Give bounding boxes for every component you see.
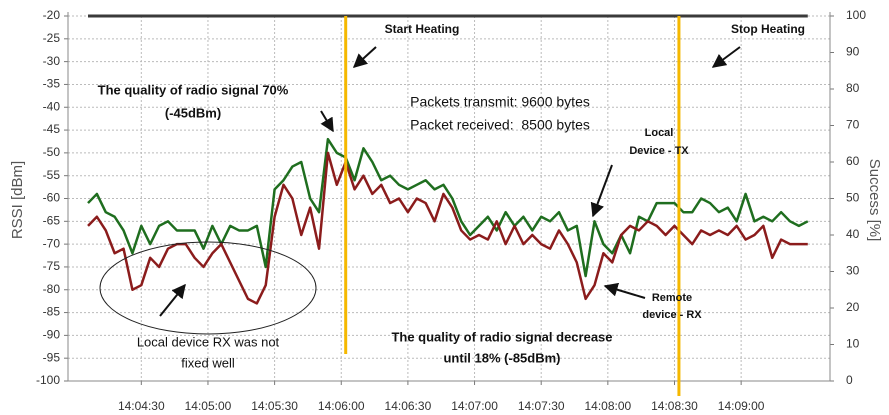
arrow	[159, 283, 186, 317]
annotation: Local	[645, 127, 674, 139]
y-tick-label: -70	[43, 236, 61, 250]
x-tick-label: 14:07:00	[451, 399, 498, 413]
y-tick-label: -50	[43, 145, 61, 159]
series-line	[87, 137, 809, 278]
annotation: Start Heating	[385, 22, 460, 36]
annotation: until 18% (-85dBm)	[443, 350, 560, 365]
y-tick-label: -80	[43, 282, 61, 296]
y2-axis-label: Success [%]	[866, 159, 883, 242]
y-tick-label: -20	[43, 8, 61, 22]
x-tick-label: 14:05:00	[185, 399, 232, 413]
y2-tick-label: 60	[846, 154, 860, 168]
series-line	[87, 151, 808, 305]
y-tick-label: -100	[36, 373, 60, 387]
x-tick-label: 14:08:30	[651, 399, 698, 413]
y2-tick-label: 50	[846, 191, 860, 205]
y-tick-label: -45	[43, 122, 61, 136]
x-tick-label: 14:04:30	[118, 399, 165, 413]
arrow	[603, 282, 646, 299]
annotation: The quality of radio signal 70%	[98, 82, 289, 97]
highlight-ellipse	[99, 241, 317, 335]
annotation: fixed well	[181, 355, 235, 370]
y2-tick-label: 100	[846, 8, 866, 22]
y-tick-label: -30	[43, 54, 61, 68]
annotation: device - RX	[642, 309, 702, 321]
annotation: Packet received: 8500 bytes	[410, 117, 590, 133]
x-tick-label: 14:06:00	[318, 399, 365, 413]
x-tick-label: 14:09:00	[718, 399, 765, 413]
y-tick-label: -35	[43, 77, 61, 91]
y-tick-label: -85	[43, 305, 61, 319]
y-tick-label: -65	[43, 213, 61, 227]
y2-tick-label: 0	[846, 373, 853, 387]
plot-area: -20 -25 -30 -35 -40 -45 -50 -55 -60 -65 -70 -75 -80 -…	[36, 8, 866, 413]
arrow	[320, 110, 334, 133]
y-axis-label: RSSI [dBm]	[9, 161, 26, 239]
arrows	[159, 46, 741, 317]
y2-tick-label: 70	[846, 118, 860, 132]
y2-tick-label: 10	[846, 337, 860, 351]
y-tick-label: -95	[43, 350, 61, 364]
y-tick-label: -60	[43, 191, 61, 205]
y-tick-label: -40	[43, 99, 61, 113]
y2-tick-label: 20	[846, 300, 860, 314]
y-tick-label: -25	[43, 31, 61, 45]
x-tick-label: 14:08:00	[584, 399, 631, 413]
annotation: (-45dBm)	[165, 105, 221, 120]
x-tick-label: 14:06:30	[385, 399, 432, 413]
x-tick-label: 14:07:30	[518, 399, 565, 413]
arrow	[352, 46, 377, 68]
x-tick-label: 14:05:30	[251, 399, 298, 413]
arrow	[590, 164, 613, 218]
y2-tick-label: 90	[846, 45, 860, 59]
y-tick-label: -55	[43, 168, 61, 182]
y2-tick-label: 30	[846, 264, 860, 278]
annotation: Device - TX	[629, 145, 689, 157]
annotation: Packets transmit: 9600 bytes	[410, 94, 590, 110]
y-tick-label: -75	[43, 259, 61, 273]
annotation: Stop Heating	[731, 22, 805, 36]
annotation: The quality of radio signal decrease	[391, 329, 612, 344]
arrow	[711, 46, 741, 68]
y2-tick-label: 40	[846, 227, 860, 241]
annotation: Remote	[652, 292, 692, 304]
y-tick-label: -90	[43, 328, 61, 342]
annotation: Local device RX was not	[137, 334, 280, 349]
y2-tick-label: 80	[846, 81, 860, 95]
